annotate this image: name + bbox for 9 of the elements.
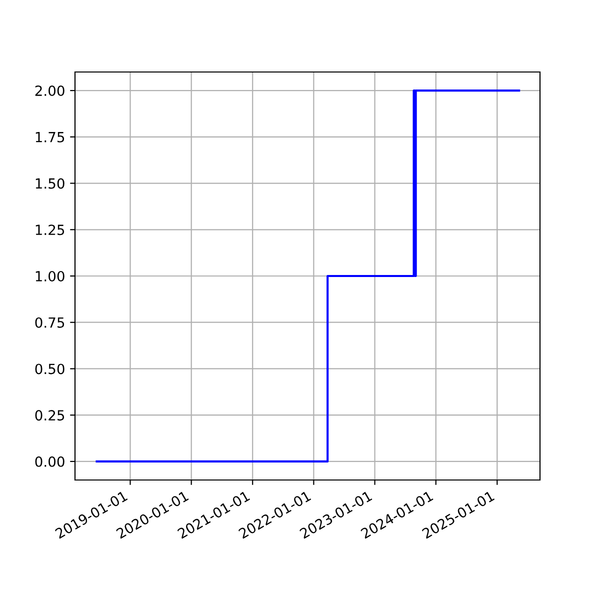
y-tick-label: 0.00 xyxy=(35,456,64,467)
y-tick-label: 0.75 xyxy=(35,317,64,328)
y-tick-label: 0.25 xyxy=(35,410,64,421)
y-tick-label: 0.50 xyxy=(35,364,64,374)
y-tick-label: 1.00 xyxy=(36,270,64,282)
y-tick-label: 1.75 xyxy=(36,132,64,142)
y-tick-label: 2.00 xyxy=(35,86,64,96)
y-tick-label: 1.25 xyxy=(36,224,64,236)
y-tick-label: 1.50 xyxy=(36,178,64,189)
